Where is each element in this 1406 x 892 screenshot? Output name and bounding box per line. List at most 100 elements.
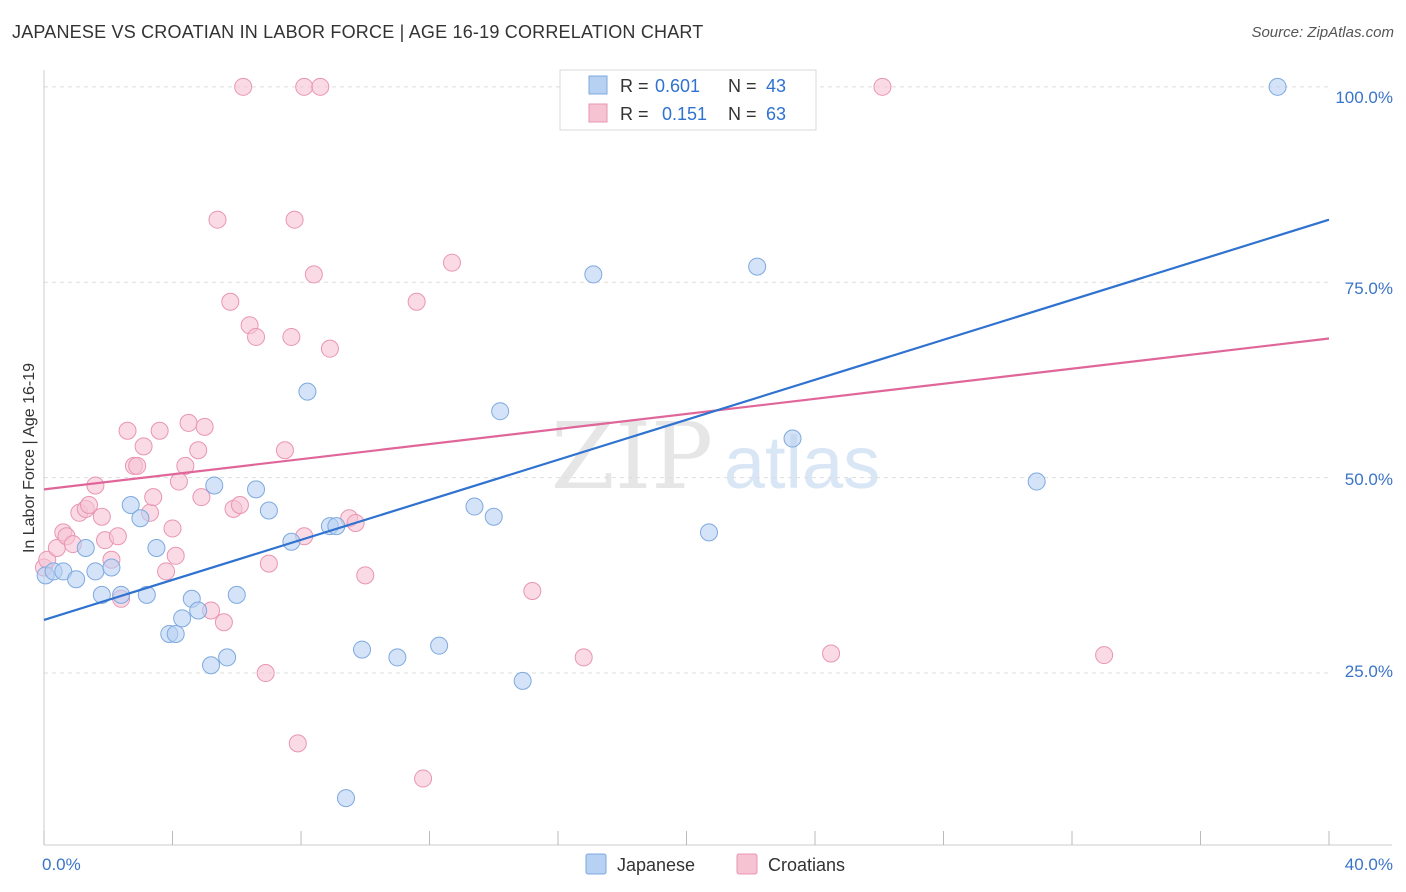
croatians-point-28: [189, 441, 208, 460]
croatians-point-58: [574, 648, 593, 667]
x-tick-label-min: 0.0%: [42, 855, 81, 874]
axes: [43, 70, 1392, 846]
y-tick-label-75: 75.0%: [1345, 279, 1393, 298]
grid-lines: [44, 86, 1329, 674]
croatians-point-33: [214, 613, 233, 632]
japanese-point-3: [67, 570, 86, 589]
japanese-point-40: [783, 429, 802, 448]
japanese-point-35: [513, 671, 532, 690]
y-axis-label: In Labor Force | Age 16-19: [21, 363, 38, 553]
japanese-point-28: [336, 789, 355, 808]
croatians-trend-line: [43, 337, 1330, 491]
y-tick-label-50: 50.0%: [1345, 470, 1393, 489]
japanese-point-32: [465, 497, 484, 516]
y-tick-label-100: 100.0%: [1335, 88, 1393, 107]
croatians-point-54: [407, 292, 426, 311]
croatians-point-36: [230, 495, 249, 514]
croatians-point-34: [221, 292, 240, 311]
bottom-legend-label-japanese: Japanese: [617, 855, 695, 875]
croatians-point-13: [108, 527, 127, 546]
croatians-point-47: [295, 77, 314, 96]
japanese-point-15: [173, 609, 192, 628]
legend-swatch-japanese: [588, 75, 608, 95]
japanese-point-18: [202, 656, 221, 675]
croatians-point-17: [128, 456, 147, 475]
stats-legend: R = 0.601 N = 43 R = 0.151 N = 63: [559, 69, 817, 131]
japanese-point-23: [259, 501, 278, 520]
legend-n-label-japanese: N =: [728, 76, 757, 96]
legend-n-value-japanese: 43: [766, 76, 786, 96]
japanese-point-6: [92, 585, 111, 604]
legend-r-value-croatians: 0.151: [662, 104, 707, 124]
legend-n-value-croatians: 63: [766, 104, 786, 124]
croatians-point-9: [86, 476, 105, 495]
japanese-point-42: [1268, 77, 1287, 96]
japanese-point-20: [218, 648, 237, 667]
legend-swatch-croatians: [588, 103, 608, 123]
croatians-point-48: [304, 265, 323, 284]
japanese-point-33: [491, 402, 510, 421]
japanese-point-21: [227, 585, 246, 604]
x-tick-label-max: 40.0%: [1345, 855, 1393, 874]
croatians-point-60: [822, 644, 841, 663]
croatians-point-40: [256, 664, 275, 683]
croatians-point-24: [166, 546, 185, 565]
croatians-point-53: [356, 566, 375, 585]
japanese-point-5: [86, 562, 105, 581]
croatians-point-32: [208, 210, 227, 229]
croatians-point-20: [144, 488, 163, 507]
croatians-point-25: [169, 472, 188, 491]
japanese-point-34: [484, 507, 503, 526]
japanese-point-22: [247, 480, 266, 499]
japanese-point-11: [137, 585, 156, 604]
japanese-point-39: [748, 257, 767, 276]
japanese-point-14: [166, 624, 185, 643]
bottom-legend: Japanese Croatians: [585, 853, 845, 875]
croatians-point-27: [179, 413, 198, 432]
croatians-point-50: [320, 339, 339, 358]
source-credit: Source: ZipAtlas.com: [1251, 24, 1394, 41]
legend-r-label-japanese: R =: [620, 76, 649, 96]
y-tick-label-25: 25.0%: [1345, 662, 1393, 681]
chart-title: JAPANESE VS CROATIAN IN LABOR FORCE | AG…: [12, 22, 704, 42]
croatians-point-22: [157, 562, 176, 581]
japanese-point-4: [76, 538, 95, 557]
japanese-point-29: [353, 640, 372, 659]
japanese-point-19: [205, 476, 224, 495]
croatians-point-41: [259, 554, 278, 573]
croatians-point-10: [92, 507, 111, 526]
croatians-point-61: [873, 77, 892, 96]
bottom-legend-swatch-japanese: [585, 853, 607, 875]
trend-lines: [43, 218, 1330, 621]
japanese-point-31: [430, 636, 449, 655]
japanese-point-25: [298, 382, 317, 401]
legend-r-label-croatians: R =: [620, 104, 649, 124]
croatians-point-43: [282, 327, 301, 346]
croatians-point-37: [234, 77, 253, 96]
croatians-point-18: [134, 437, 153, 456]
japanese-point-30: [388, 648, 407, 667]
croatians-point-15: [118, 421, 137, 440]
croatians-point-56: [442, 253, 461, 272]
japanese-point-9: [121, 495, 140, 514]
croatians-point-23: [163, 519, 182, 538]
croatians-point-29: [192, 488, 211, 507]
japanese-point-10: [131, 509, 150, 528]
croatians-point-45: [288, 734, 307, 753]
croatians-point-26: [176, 456, 195, 475]
japanese-point-37: [584, 265, 603, 284]
croatians-point-55: [414, 769, 433, 788]
croatians-point-21: [150, 421, 169, 440]
japanese-point-38: [699, 523, 718, 542]
croatians-point-42: [275, 441, 294, 460]
watermark-atlas: atlas: [724, 421, 880, 504]
japanese-point-7: [102, 558, 121, 577]
croatians-point-44: [285, 210, 304, 229]
japanese-point-12: [147, 538, 166, 557]
legend-r-value-japanese: 0.601: [655, 76, 700, 96]
croatians-point-39: [247, 327, 266, 346]
croatians-point-30: [195, 417, 214, 436]
japanese-trend-line: [43, 218, 1330, 621]
bottom-legend-swatch-croatians: [736, 853, 758, 875]
